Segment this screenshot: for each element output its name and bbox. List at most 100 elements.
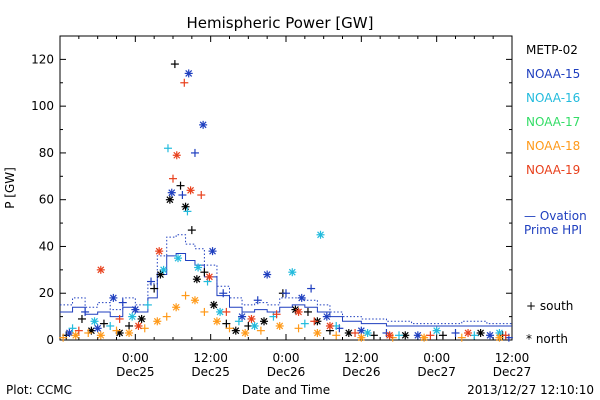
metp-02-point	[150, 284, 159, 293]
noaa-15-point	[118, 298, 127, 307]
noaa-18-point	[181, 291, 190, 300]
noaa-16-point	[194, 263, 203, 272]
noaa-16-point	[432, 326, 441, 335]
noaa-19-point	[180, 78, 189, 87]
metp-02-point	[369, 331, 378, 340]
noaa-16-point	[234, 317, 243, 326]
noaa-15-point	[451, 328, 460, 337]
noaa-15-point	[147, 277, 156, 286]
noaa-15-point	[131, 305, 140, 314]
noaa-15-point	[486, 331, 495, 340]
noaa-18-point	[172, 303, 181, 312]
noaa-19-point	[222, 307, 231, 316]
x-tick-time: 12:00	[495, 351, 530, 365]
noaa-15-point	[282, 289, 290, 298]
x-tick-date: Dec25	[116, 365, 155, 379]
noaa-19-point	[351, 328, 360, 337]
metp-02-point	[137, 314, 146, 323]
noaa-15-point	[199, 120, 208, 129]
y-tick-label: 20	[39, 286, 54, 300]
x-tick-date: Dec26	[342, 365, 381, 379]
noaa-19-point	[294, 307, 303, 316]
noaa-16-point	[183, 207, 192, 216]
metp-02-point	[77, 314, 86, 323]
noaa-19-point	[197, 191, 206, 200]
noaa-15-point	[253, 296, 262, 305]
x-tick-time: 0:00	[122, 351, 149, 365]
noaa-19-point	[385, 331, 394, 340]
plot-timestamp: 2013/12/27 12:10:10	[467, 383, 594, 397]
metp-02-point	[176, 181, 185, 190]
y-tick-label: 80	[39, 146, 54, 160]
legend-item-metp-02: METP-02	[526, 43, 578, 57]
noaa-19-point	[96, 265, 105, 274]
noaa-15-point	[322, 312, 331, 321]
noaa-15-point	[208, 247, 217, 256]
noaa-15-point	[178, 191, 187, 200]
noaa-18-point	[225, 324, 234, 333]
noaa-16-point	[288, 268, 297, 277]
noaa-16-point	[395, 331, 403, 340]
noaa-19-point	[169, 174, 177, 183]
legend: METP-02 NOAA-15 NOAA-16 NOAA-17 NOAA-18 NOAA-…	[526, 43, 580, 177]
noaa-15-point	[357, 326, 366, 335]
metp-02-point	[209, 300, 218, 309]
noaa-15-point	[219, 289, 228, 298]
metp-02-point	[438, 331, 447, 340]
metp-02-point	[156, 270, 165, 279]
metp-02-point	[165, 195, 174, 204]
ovation-lines	[60, 234, 512, 327]
axis-ticks: 0204060801001200:00Dec2512:00Dec250:00De…	[31, 36, 531, 379]
x-axis-label: Date and Time	[242, 383, 330, 397]
noaa-18-point	[241, 328, 250, 337]
legend-item-noaa-17: NOAA-17	[526, 115, 580, 129]
noaa-18-point	[84, 328, 93, 337]
metp-02-point	[303, 307, 312, 316]
noaa-16-point	[143, 300, 152, 309]
noaa-16-point	[106, 321, 115, 330]
noaa-18-point	[71, 331, 80, 340]
chart-title: Hemispheric Power [GW]	[187, 14, 374, 32]
noaa-19-point	[247, 314, 256, 323]
noaa-19-point	[186, 186, 195, 195]
noaa-18-point	[125, 328, 134, 337]
noaa-18-point	[294, 324, 303, 333]
noaa-18-point	[495, 333, 504, 342]
metp-02-point	[99, 319, 108, 328]
noaa-15-point	[297, 293, 306, 302]
noaa-18-point	[256, 326, 265, 335]
noaa-18-point	[140, 324, 149, 333]
noaa-19-point	[426, 331, 435, 340]
legend-item-noaa-15: NOAA-15	[526, 67, 580, 81]
noaa-18-point	[153, 317, 162, 326]
noaa-15-point	[413, 331, 422, 340]
noaa-18-point	[357, 333, 366, 342]
metp-02-point	[200, 268, 209, 277]
noaa-18-point	[162, 312, 171, 321]
metp-02-point	[181, 202, 190, 211]
noaa-16-point	[470, 331, 479, 340]
legend-item-noaa-18: NOAA-18	[526, 139, 580, 153]
y-tick-label: 100	[31, 99, 54, 113]
plot-credit: Plot: CCMC	[6, 383, 72, 397]
noaa-19-point	[74, 326, 83, 335]
noaa-19-point	[272, 310, 281, 319]
y-tick-label: 60	[39, 193, 54, 207]
x-tick-time: 0:00	[273, 351, 300, 365]
noaa-16-point	[163, 144, 172, 153]
x-tick-time: 12:00	[344, 351, 379, 365]
x-tick-date: Dec26	[267, 365, 306, 379]
noaa-15-point	[93, 324, 102, 333]
noaa-18-point	[420, 333, 429, 342]
noaa-18-point	[200, 307, 209, 316]
noaa-18-point	[96, 331, 105, 340]
noaa-18-point	[457, 333, 466, 342]
noaa-16-point	[174, 254, 183, 263]
noaa-16-point	[128, 312, 137, 321]
noaa-18-point	[275, 321, 284, 330]
noaa-15-point	[190, 148, 199, 157]
noaa-15-point	[109, 293, 118, 302]
noaa-18-point	[59, 333, 68, 342]
noaa-18-point	[112, 326, 121, 335]
